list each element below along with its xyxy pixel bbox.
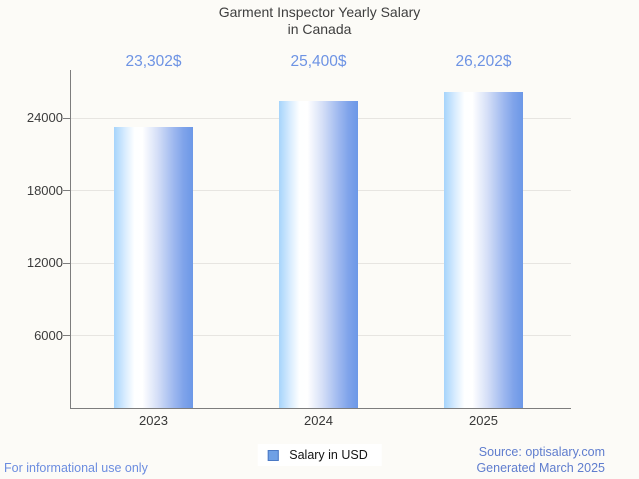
bar-2024: [279, 101, 358, 408]
source-text: Source: optisalary.com: [478, 445, 605, 459]
y-tick-6000: [63, 335, 71, 337]
disclaimer-text: For informational use only: [4, 461, 148, 475]
source-block: Source: optisalary.com Generated March 2…: [476, 444, 605, 476]
bar-value-label-2025: 26,202$: [455, 53, 512, 70]
x-tick-label-2024: 2024: [304, 413, 333, 428]
y-tick-24000: [63, 117, 71, 119]
legend: Salary in USD: [257, 444, 382, 466]
bar-value-label-2023: 23,302$: [125, 53, 182, 70]
chart-title-line1: Garment Inspector Yearly Salary: [218, 4, 421, 20]
y-tick-label-24000: 24000: [26, 110, 63, 126]
bar-2025: [444, 91, 523, 408]
legend-swatch-icon: [267, 449, 279, 461]
bar-2023: [114, 126, 193, 408]
legend-label: Salary in USD: [289, 448, 368, 462]
chart-title-line2: in Canada: [287, 21, 352, 37]
chart-title: Garment Inspector Yearly Salary in Canad…: [0, 4, 639, 38]
y-tick-label-12000: 12000: [26, 255, 63, 271]
generated-text: Generated March 2025: [476, 461, 605, 475]
x-tick-label-2023: 2023: [139, 413, 168, 428]
bar-value-label-2024: 25,400$: [290, 53, 347, 70]
plot-area: 6000 12000 18000 24000 23,302$ 2023 25,400$ 202…: [27, 53, 571, 428]
y-tick-label-18000: 18000: [26, 182, 63, 198]
y-tick-label-6000: 6000: [34, 327, 63, 343]
y-tick-18000: [63, 190, 71, 192]
y-tick-12000: [63, 262, 71, 264]
x-tick-label-2025: 2025: [469, 413, 498, 428]
